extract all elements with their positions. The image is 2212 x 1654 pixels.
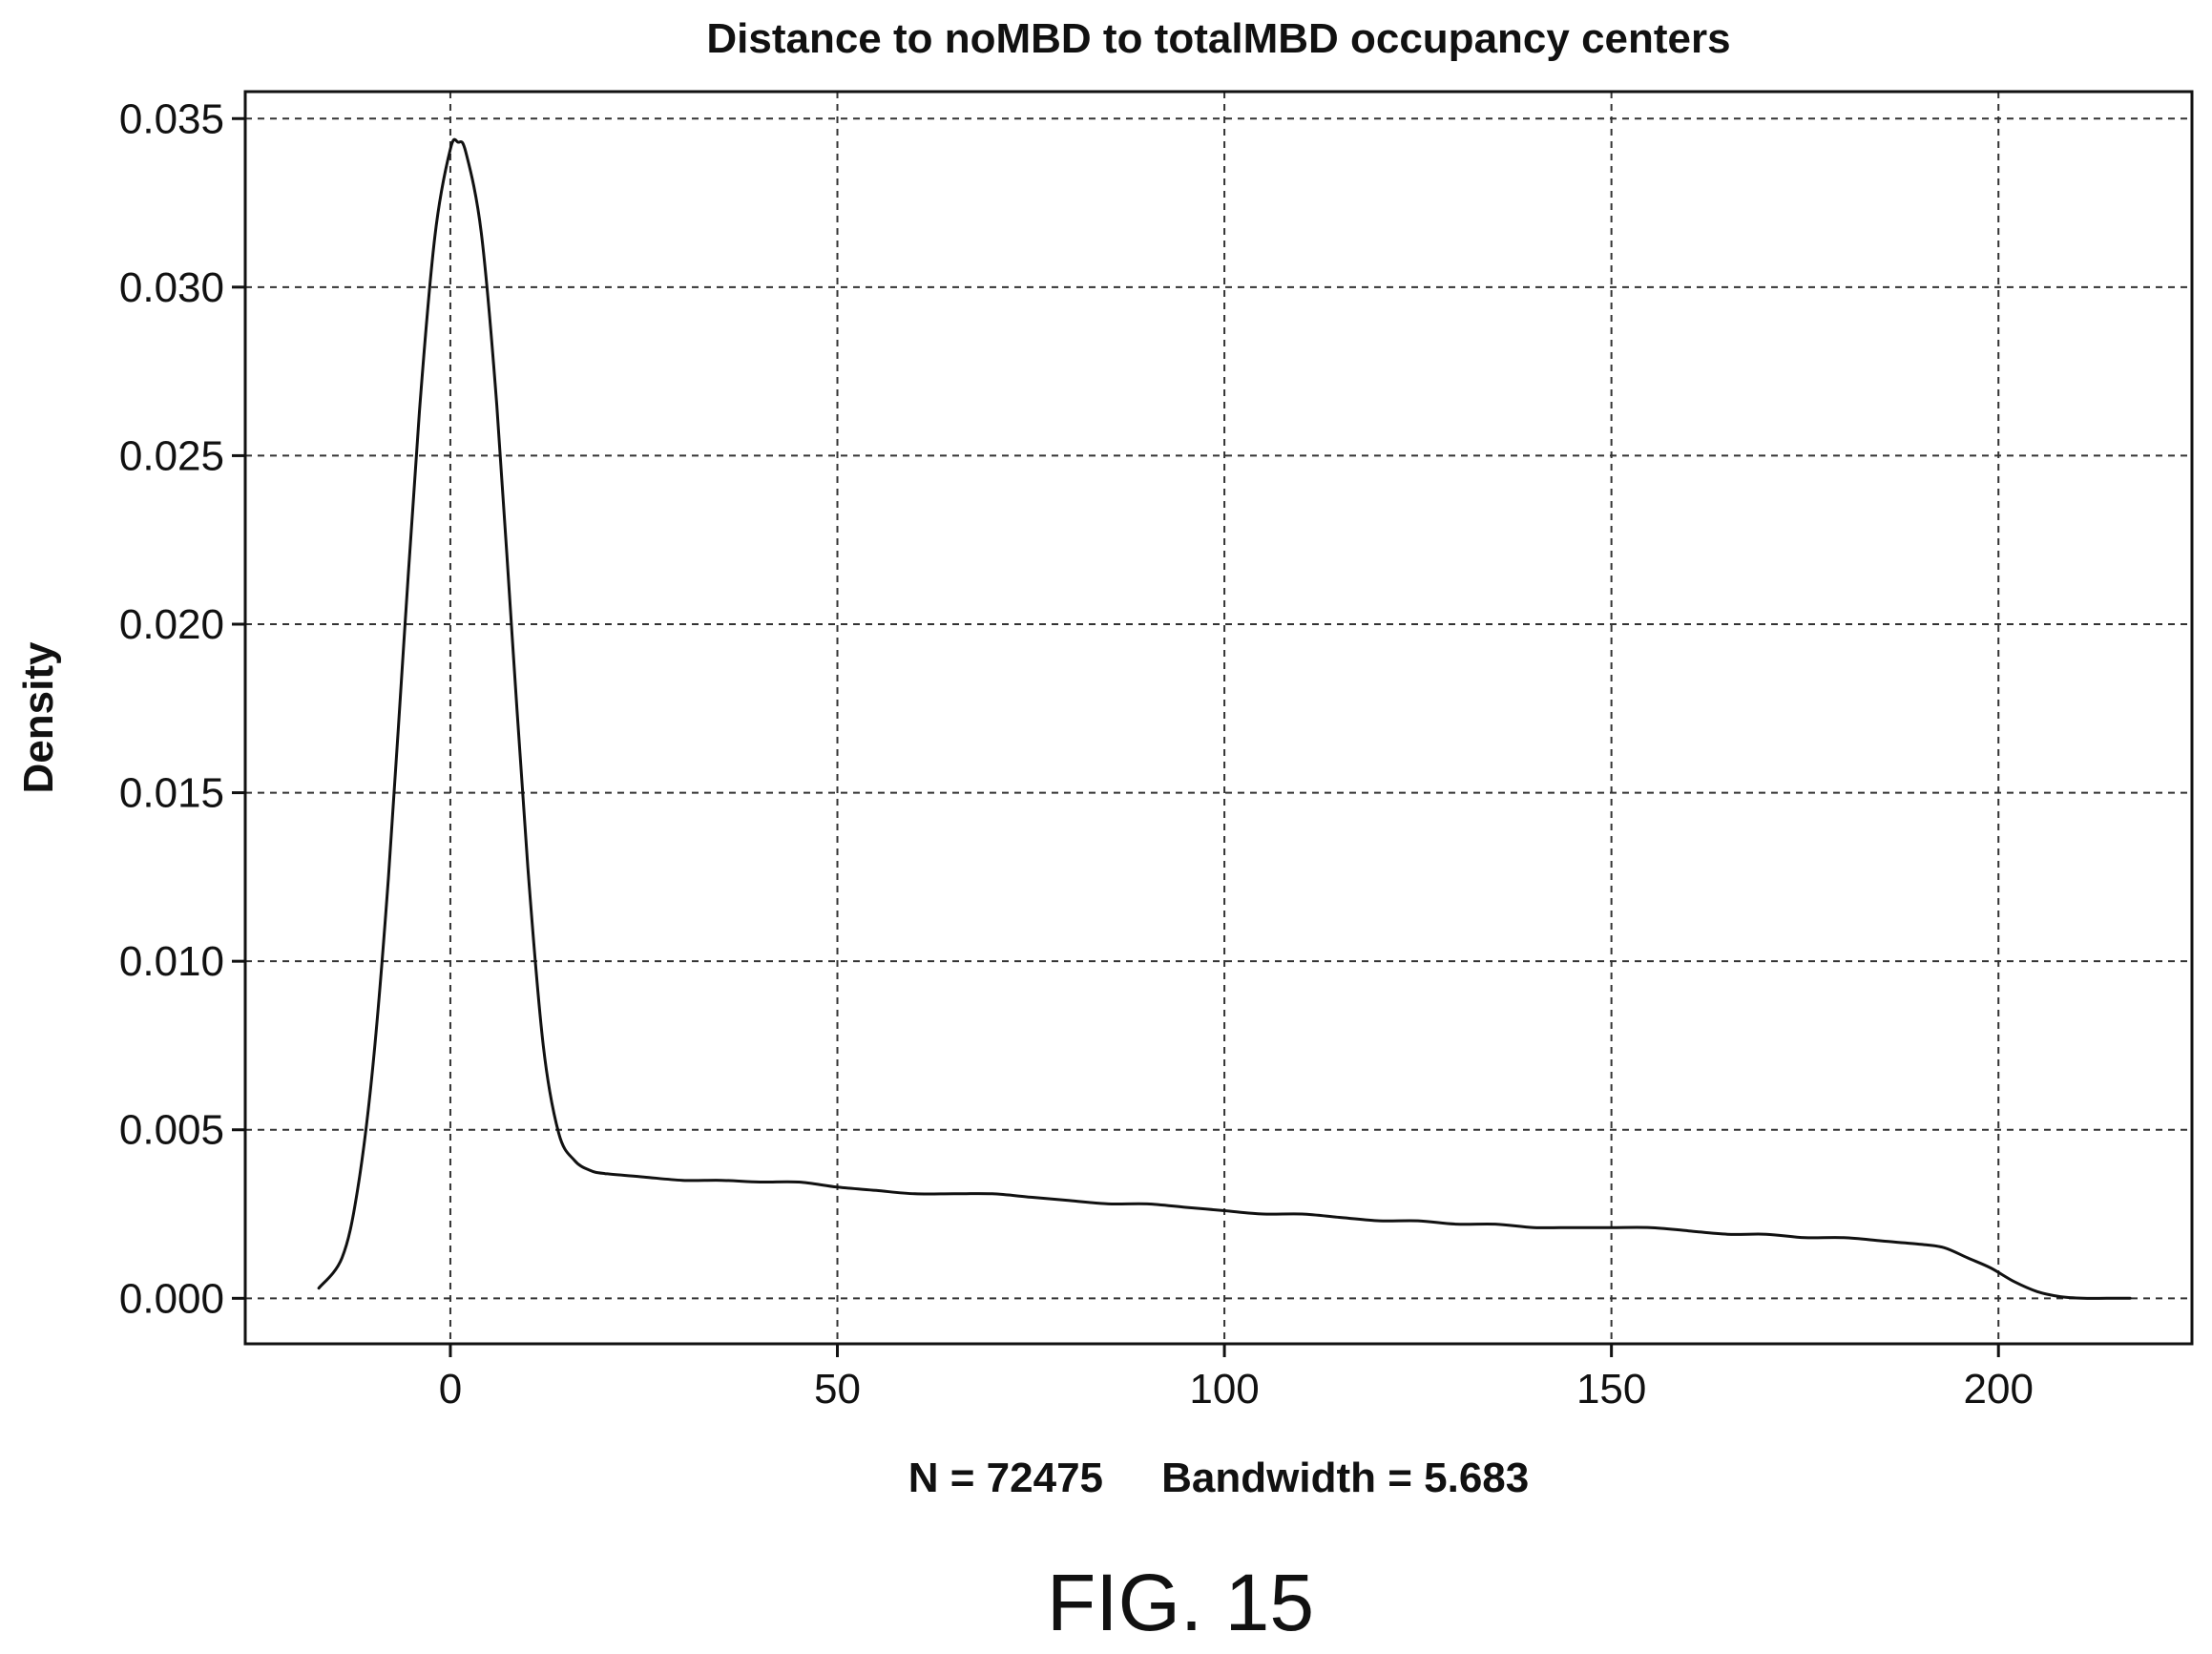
figure-caption: FIG. 15 <box>1047 1558 1314 1647</box>
x-tick-label: 150 <box>1576 1366 1646 1413</box>
x-tick-label: 200 <box>1964 1366 2034 1413</box>
y-tick-label: 0.015 <box>119 770 224 817</box>
y-tick-label: 0.030 <box>119 264 224 311</box>
chart-title: Distance to noMBD to totalMBD occupancy … <box>706 15 1730 62</box>
y-tick-label: 0.000 <box>119 1275 224 1322</box>
y-tick-label: 0.020 <box>119 601 224 648</box>
plot-frame <box>243 90 2194 1346</box>
density-curve-layer <box>317 137 2132 1300</box>
y-tick-label: 0.025 <box>119 432 224 479</box>
y-tick-label: 0.010 <box>119 938 224 985</box>
x-tick-label: 100 <box>1189 1366 1259 1413</box>
y-axis-label: Density <box>15 641 62 793</box>
density-curve <box>317 137 2132 1300</box>
x-tick-label: 50 <box>814 1366 861 1413</box>
y-tick-label: 0.035 <box>119 95 224 142</box>
grid <box>245 92 2192 1344</box>
x-axis-label: N = 72475 Bandwidth = 5.683 <box>908 1455 1530 1501</box>
y-tick-label: 0.005 <box>119 1107 224 1154</box>
x-tick-label: 0 <box>439 1366 462 1413</box>
ticks: 0 50 100 150 200 0.000 0.005 0.010 0.015 0.020 0.0… <box>119 95 2034 1413</box>
